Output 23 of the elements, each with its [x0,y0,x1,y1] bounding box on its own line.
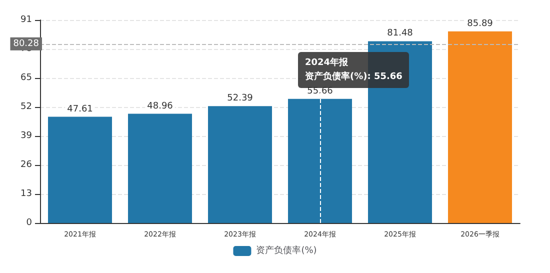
data-label: 47.61 [67,104,93,114]
bar [128,114,192,223]
bar [208,106,272,223]
tooltip-box: 2024年报 资产负债率(%): 55.66 [298,52,410,88]
y-tick-label: 52 [20,102,32,112]
y-tick-label: 91 [20,15,32,25]
legend-label: 资产负债率(%) [256,245,317,256]
bar [48,116,112,223]
annotation: 2024年报 [305,56,350,70]
annotation: 资产负债率(%): 55.66 [305,70,402,84]
bar [288,98,352,223]
ref-line-label: 80.28 [13,38,40,49]
data-label: 52.39 [227,94,254,104]
y-tick-label: 13 [20,189,32,199]
data-label: 48.96 [147,101,174,112]
data-label: 81.48 [387,28,414,39]
data-label: 55.66 [307,86,334,96]
y-tick-label: 26 [20,160,32,170]
data-label: 85.89 [467,18,494,29]
y-tick-label: 39 [20,131,32,141]
y-tick-label: 0 [26,218,32,228]
y-tick-label: 65 [20,73,32,83]
bar [448,31,512,223]
